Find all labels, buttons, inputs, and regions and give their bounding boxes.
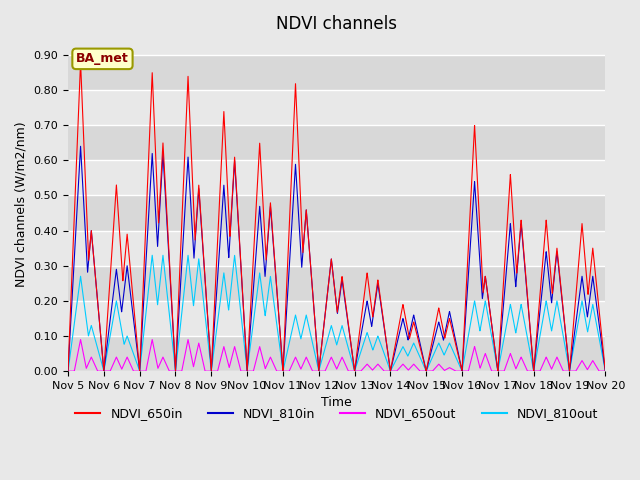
NDVI_810in: [266, 219, 273, 225]
Line: NDVI_810in: NDVI_810in: [68, 146, 605, 371]
NDVI_650in: [600, 350, 607, 356]
Bar: [68, 266, 605, 301]
Bar: [68, 90, 605, 125]
Line: NDVI_650out: NDVI_650out: [68, 339, 605, 371]
Bar: [68, 301, 605, 336]
NDVI_650out: [600, 368, 607, 374]
Bar: [68, 195, 605, 230]
NDVI_810out: [266, 282, 273, 288]
Line: NDVI_650in: NDVI_650in: [68, 62, 605, 371]
NDVI_650in: [179, 191, 187, 196]
NDVI_650out: [64, 368, 72, 374]
NDVI_650out: [179, 362, 187, 368]
NDVI_810out: [487, 330, 495, 336]
NDVI_810in: [600, 354, 607, 360]
NDVI_650in: [173, 324, 181, 330]
NDVI_810out: [173, 351, 181, 357]
Line: NDVI_810out: NDVI_810out: [68, 255, 605, 371]
NDVI_810in: [602, 368, 609, 374]
NDVI_810out: [148, 252, 156, 258]
NDVI_650in: [266, 216, 273, 221]
NDVI_650in: [602, 368, 609, 374]
NDVI_810in: [411, 317, 419, 323]
Text: BA_met: BA_met: [76, 52, 129, 65]
NDVI_810out: [600, 359, 607, 364]
NDVI_650in: [411, 323, 419, 329]
X-axis label: Time: Time: [321, 396, 352, 409]
NDVI_810in: [487, 317, 495, 323]
Bar: [68, 160, 605, 195]
NDVI_650out: [411, 362, 419, 368]
NDVI_650out: [487, 367, 495, 372]
NDVI_650out: [77, 336, 84, 342]
NDVI_810out: [64, 368, 72, 374]
NDVI_810out: [602, 368, 609, 374]
NDVI_810out: [411, 343, 419, 348]
NDVI_810in: [77, 144, 84, 149]
Legend: NDVI_650in, NDVI_810in, NDVI_650out, NDVI_810out: NDVI_650in, NDVI_810in, NDVI_650out, NDV…: [70, 402, 603, 425]
NDVI_650out: [602, 368, 609, 374]
NDVI_650in: [64, 368, 72, 374]
NDVI_650in: [77, 59, 84, 65]
Title: NDVI channels: NDVI channels: [276, 15, 397, 33]
NDVI_810in: [64, 368, 72, 374]
NDVI_810out: [179, 299, 187, 304]
NDVI_810in: [179, 240, 187, 245]
NDVI_650out: [266, 357, 273, 362]
NDVI_810in: [173, 336, 181, 342]
Bar: [68, 336, 605, 371]
Bar: [68, 125, 605, 160]
NDVI_650out: [173, 368, 181, 374]
Bar: [68, 55, 605, 90]
Y-axis label: NDVI channels (W/m2/nm): NDVI channels (W/m2/nm): [15, 121, 28, 287]
Bar: [68, 230, 605, 266]
NDVI_650in: [487, 317, 495, 323]
